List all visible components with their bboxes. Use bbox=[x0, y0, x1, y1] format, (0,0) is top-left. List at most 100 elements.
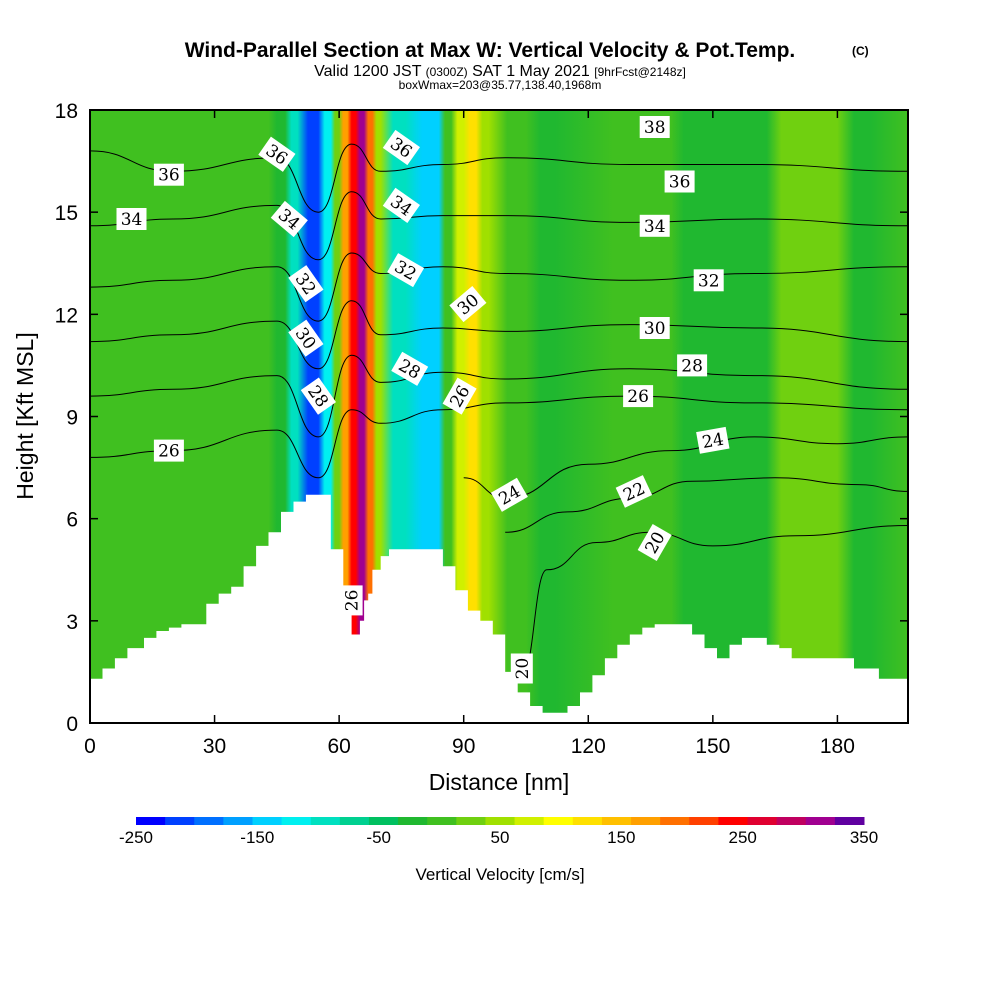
contour-label-box bbox=[288, 319, 324, 357]
contour-label-text: 28 bbox=[681, 356, 703, 376]
contour-label: 36 bbox=[153, 163, 184, 186]
contour-label-box bbox=[696, 426, 730, 454]
x-axis-label: Distance [nm] bbox=[429, 769, 570, 795]
colorbar-swatch bbox=[776, 817, 807, 825]
x-tick-label: 0 bbox=[84, 735, 96, 758]
contour-label-text: 36 bbox=[669, 173, 691, 193]
contour-label: 38 bbox=[639, 116, 670, 138]
contour-label-box bbox=[116, 208, 147, 230]
box-info: boxWmax=203@35.77,138.40,1968m bbox=[399, 78, 602, 92]
colorbar-tick-label: -150 bbox=[240, 828, 274, 847]
contour-label-box bbox=[637, 524, 672, 561]
theta-contour-36 bbox=[90, 143, 908, 213]
contour-label-box bbox=[153, 439, 184, 462]
colorbar-swatch bbox=[194, 817, 224, 825]
contour-label-box bbox=[391, 351, 429, 386]
colorbar-swatch bbox=[339, 817, 370, 825]
valid-zulu: (0300Z) bbox=[426, 65, 468, 79]
contour-label-text: 26 bbox=[343, 590, 363, 612]
contour-label-text: 38 bbox=[644, 118, 666, 138]
contour-label-text: 34 bbox=[644, 217, 666, 237]
x-tick-label: 60 bbox=[327, 735, 350, 758]
y-axis-label: Height [Kft MSL] bbox=[12, 332, 38, 499]
forecast-note: [9hrFcst@2148z] bbox=[594, 65, 686, 79]
contour-label-box bbox=[490, 477, 528, 512]
contour-label-box bbox=[639, 214, 670, 237]
colorbar-swatch bbox=[281, 817, 312, 825]
colorbar-swatch bbox=[368, 817, 399, 825]
contour-label: 36 bbox=[664, 170, 695, 193]
contour-label-box bbox=[623, 385, 654, 408]
valid-date: SAT 1 May 2021 bbox=[472, 63, 590, 80]
y-tick-label: 9 bbox=[66, 407, 78, 430]
colorbar-swatch bbox=[514, 817, 545, 825]
contour-label: 30 bbox=[639, 317, 670, 339]
contour-label-box bbox=[615, 475, 653, 508]
colorbar-swatch bbox=[689, 817, 719, 825]
contour-label: 26 bbox=[340, 585, 363, 616]
contour-label-box bbox=[382, 187, 420, 224]
colorbar-swatch bbox=[223, 817, 253, 825]
theta-contour-22 bbox=[505, 477, 908, 533]
x-tick-label: 150 bbox=[695, 735, 730, 758]
contour-label-box bbox=[677, 354, 708, 377]
x-tick-label: 180 bbox=[820, 735, 855, 758]
colorbar-swatch bbox=[718, 817, 749, 825]
colorbar-swatch bbox=[310, 817, 341, 825]
colorbar-swatch bbox=[252, 817, 283, 825]
contour-label: 34 bbox=[116, 208, 147, 230]
colorbar-swatch bbox=[456, 817, 486, 825]
colorbar-swatch bbox=[805, 817, 836, 825]
theta-contour-30 bbox=[90, 300, 908, 370]
contour-label-text: 30 bbox=[644, 319, 666, 339]
colorbar-tick-label: 150 bbox=[607, 828, 635, 847]
y-tick-label: 0 bbox=[66, 713, 78, 736]
contour-label-box bbox=[382, 129, 420, 166]
contour-label: 20 bbox=[510, 653, 533, 684]
colorbar-swatch bbox=[572, 817, 603, 825]
contour-label: 24 bbox=[696, 426, 730, 454]
y-tick-label: 3 bbox=[66, 611, 78, 634]
contour-label: 26 bbox=[623, 385, 654, 408]
colorbar-ticks: -250 -150 -50 50 150 250 350 bbox=[119, 828, 878, 847]
x-tick-label: 120 bbox=[571, 735, 606, 758]
colorbar-swatch bbox=[398, 817, 428, 825]
terrain-mask bbox=[90, 494, 908, 723]
colorbar-swatch bbox=[834, 817, 865, 825]
contour-label-box bbox=[639, 317, 670, 339]
contour-label-text: 34 bbox=[121, 210, 143, 230]
colorbar-swatch bbox=[136, 817, 166, 825]
colorbar-swatch bbox=[631, 817, 661, 825]
contour-label-box bbox=[270, 200, 308, 238]
y-tick-label: 18 bbox=[55, 100, 78, 123]
x-tick-label: 90 bbox=[452, 735, 475, 758]
contour-label-box bbox=[153, 163, 184, 186]
contour-label-box bbox=[693, 269, 724, 292]
colorbar-swatch bbox=[485, 817, 516, 825]
x-axis-ticks: 0 30 60 90 120 150 180 bbox=[84, 110, 855, 758]
contour-label-box bbox=[510, 653, 533, 684]
contour-label-box bbox=[258, 136, 296, 172]
contour-label-text: 24 bbox=[701, 430, 726, 453]
colorbar-swatch bbox=[747, 817, 778, 825]
contour-label-box bbox=[288, 265, 324, 303]
title-mark: (C) bbox=[852, 44, 869, 58]
contour-label-box bbox=[340, 585, 363, 616]
contour-label-text: 20 bbox=[513, 658, 533, 680]
valid-prefix: Valid 1200 JST bbox=[314, 63, 422, 80]
colorbar-tick-label: 250 bbox=[729, 828, 757, 847]
contour-label-box bbox=[300, 377, 337, 415]
colorbar-swatch bbox=[660, 817, 690, 825]
theta-contour-26 bbox=[90, 395, 908, 479]
valid-time-line: Valid 1200 JST (0300Z) SAT 1 May 2021 [9… bbox=[314, 63, 686, 80]
contour-label: 26 bbox=[153, 439, 184, 462]
colorbar-tick-label: -250 bbox=[119, 828, 153, 847]
contour-label-box bbox=[387, 253, 425, 288]
colorbar-swatch bbox=[165, 817, 195, 825]
y-tick-label: 12 bbox=[55, 304, 78, 327]
contour-label-box bbox=[664, 170, 695, 193]
x-tick-label: 30 bbox=[203, 735, 226, 758]
